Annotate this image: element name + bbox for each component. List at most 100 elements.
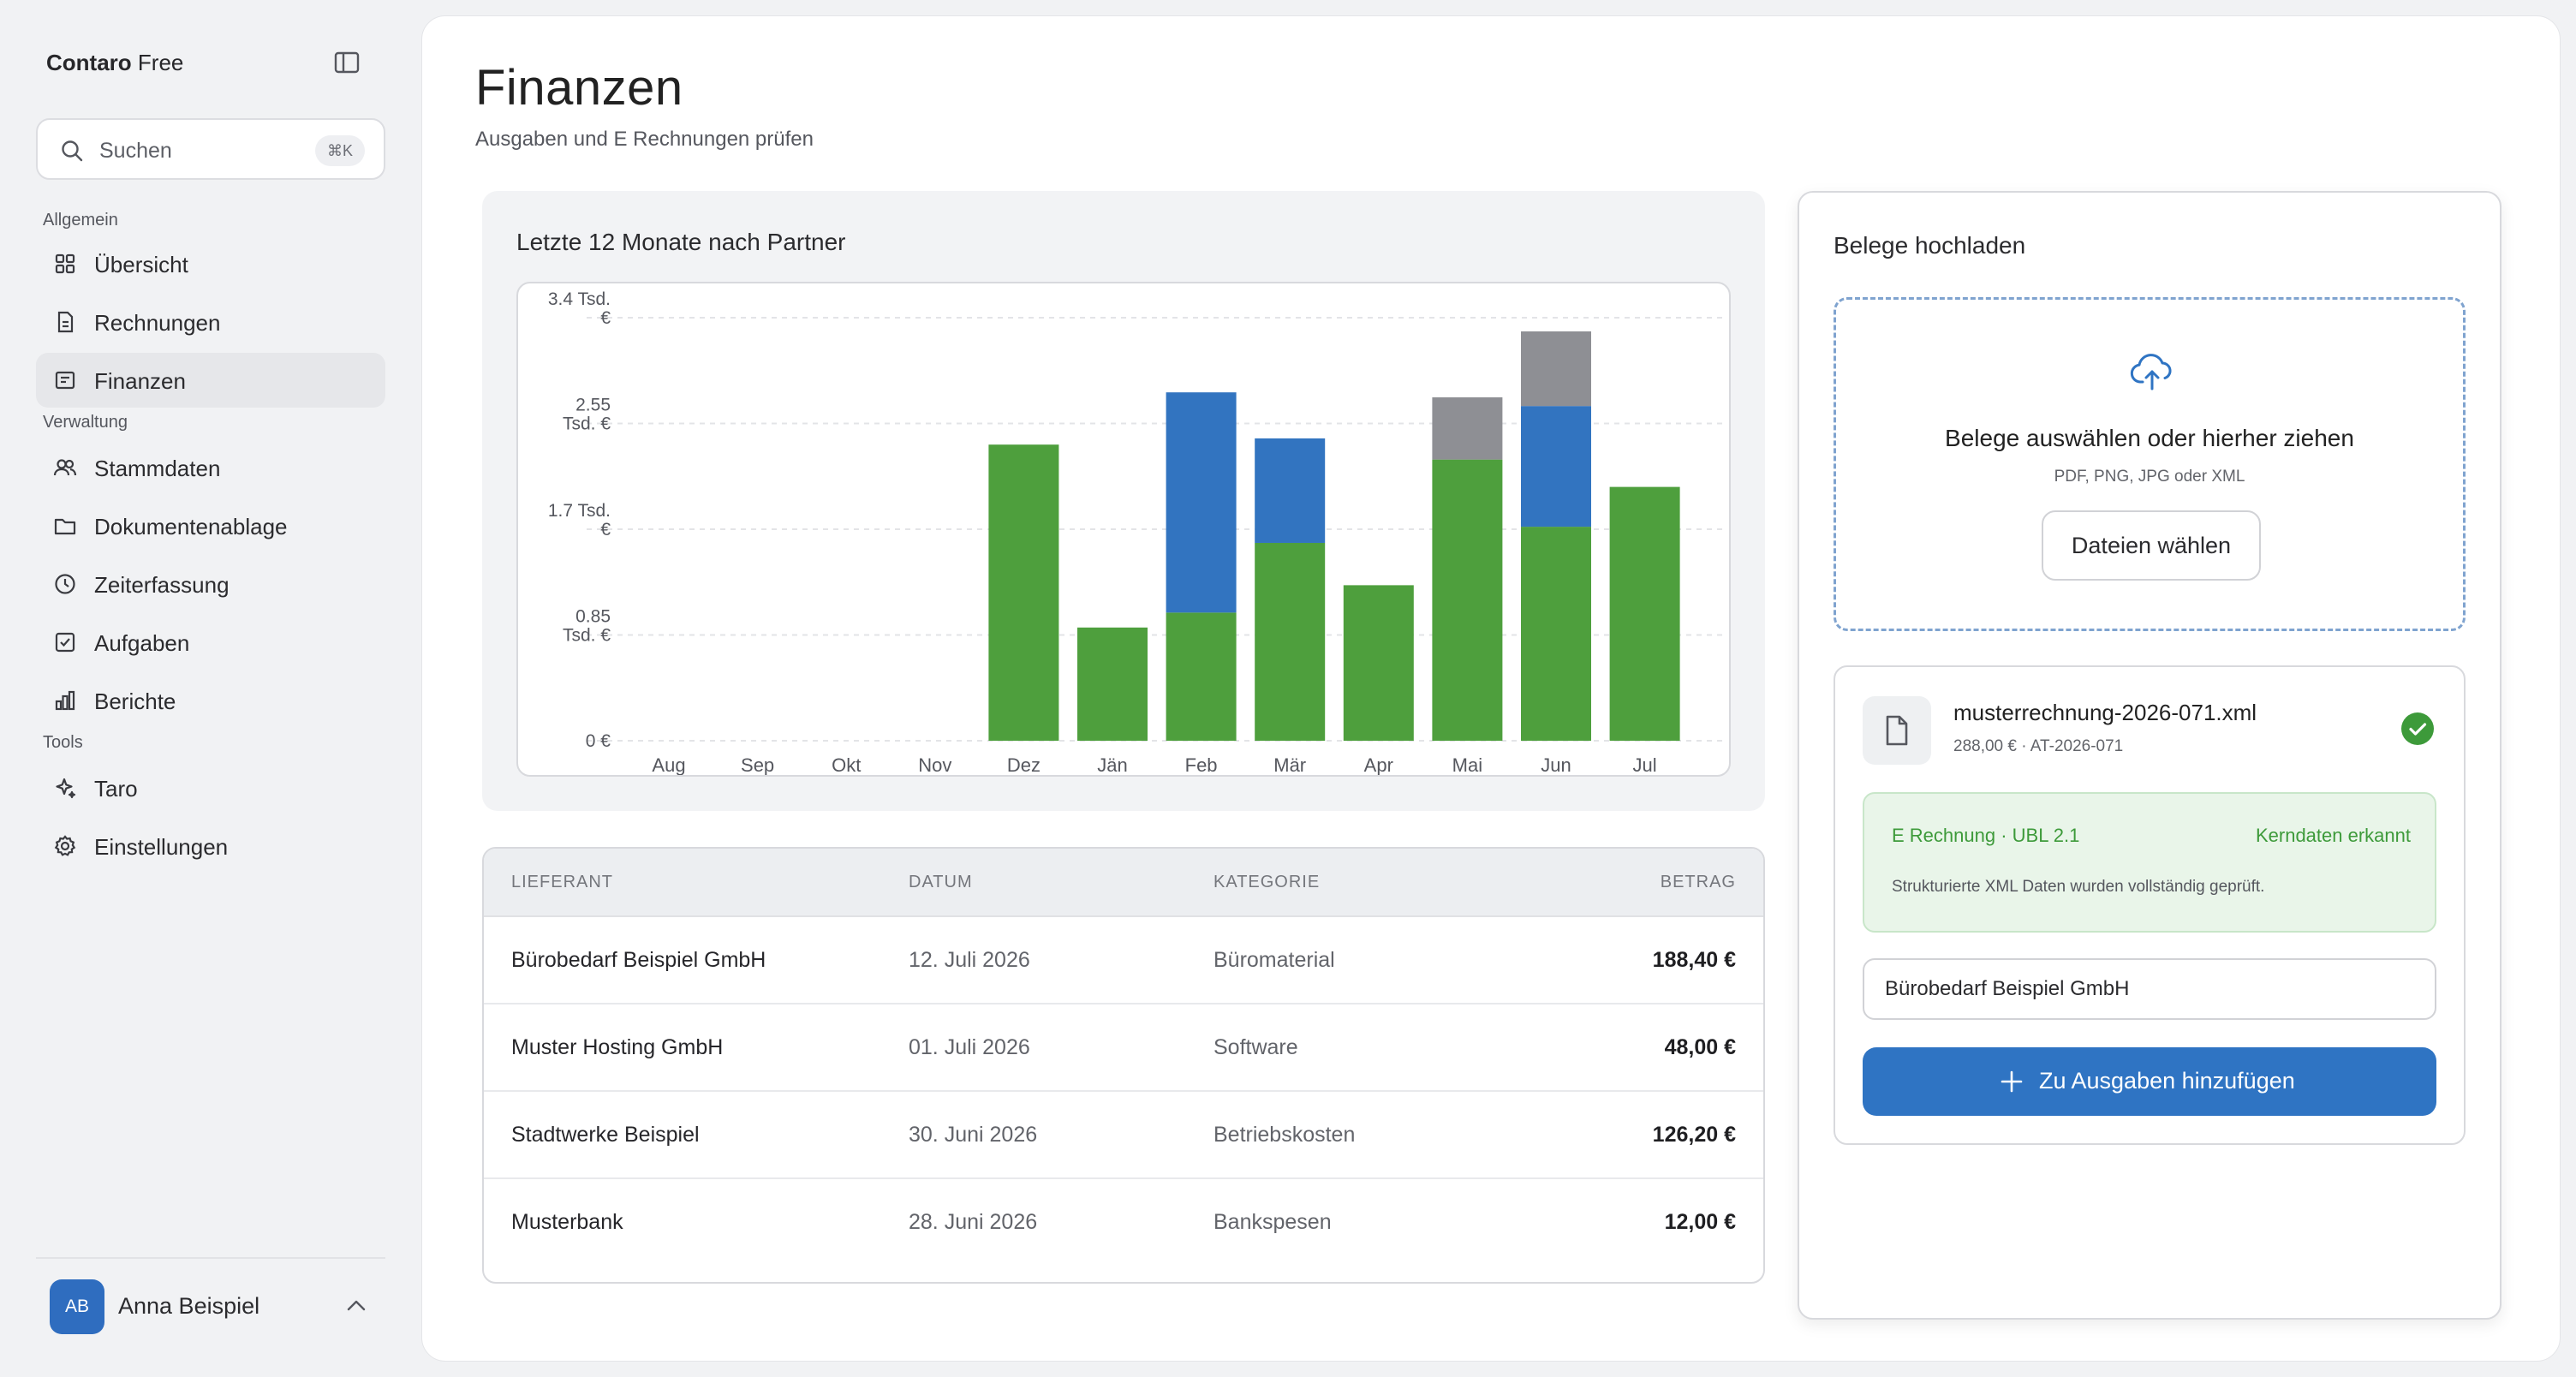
bar-segment [988, 444, 1059, 741]
bar-segment [1432, 459, 1503, 741]
search-placeholder: Suchen [99, 139, 172, 163]
x-tick-label: Jun [1541, 754, 1571, 776]
search-icon [62, 140, 83, 162]
x-tick-label: Feb [1185, 754, 1218, 776]
column-header-datum[interactable]: DATUM [909, 873, 973, 891]
vendor-input[interactable] [1863, 958, 2436, 1020]
chevron-up-icon[interactable] [344, 1295, 368, 1315]
file-dropzone[interactable]: Belege auswählen oder hierher ziehen PDF… [1834, 297, 2466, 631]
sidebar-toggle-icon[interactable] [334, 51, 360, 74]
x-tick-label: Jän [1097, 754, 1127, 776]
chart-title: Letzte 12 Monate nach Partner [516, 229, 846, 255]
y-tick-label: 0 € [586, 731, 611, 751]
cloud-upload-icon [2130, 354, 2172, 390]
brand-name: Contaro [46, 50, 132, 75]
cell-datum: 28. Juni 2026 [909, 1210, 1038, 1234]
cell-lieferant: Bürobedarf Beispiel GmbH [511, 948, 766, 972]
table-header: LIEFERANT DATUM KATEGORIE BETRAG [484, 849, 1763, 917]
cell-kategorie: Betriebskosten [1213, 1123, 1356, 1147]
cell-kategorie: Bankspesen [1213, 1210, 1332, 1234]
receipt-icon [55, 371, 75, 390]
add-to-expenses-label: Zu Ausgaben hinzufügen [2039, 1068, 2295, 1094]
brand-logo: Contaro Free [46, 50, 183, 76]
sidebar-item-berichte[interactable]: Berichte [36, 673, 385, 728]
x-tick-label: Dez [1007, 754, 1041, 776]
user-name[interactable]: Anna Beispiel [118, 1293, 260, 1319]
bar-segment [1343, 585, 1414, 741]
sidebar-item-label: Rechnungen [94, 310, 221, 336]
avatar[interactable]: AB [50, 1279, 104, 1334]
sidebar-item-stammdaten[interactable]: Stammdaten [36, 440, 385, 495]
users-icon [53, 459, 77, 476]
sidebar-item-finanzen[interactable]: Finanzen [36, 353, 385, 408]
y-tick-label: 1.7 Tsd. [548, 501, 611, 521]
folder-icon [54, 518, 76, 535]
y-tick-label: Tsd. € [563, 626, 611, 646]
file-icon [1886, 715, 1908, 746]
cell-datum: 12. Juli 2026 [909, 948, 1030, 972]
einvoice-status-box: E Rechnung · UBL 2.1 Kerndaten erkannt S… [1863, 792, 2436, 933]
x-tick-label: Mai [1452, 754, 1482, 776]
bar-segment [1166, 392, 1237, 613]
einvoice-status: Kerndaten erkannt [2255, 825, 2411, 846]
table-row[interactable]: Muster Hosting GmbH 01. Juli 2026 Softwa… [484, 1004, 1763, 1092]
chart-container: 3.4 Tsd. €2.55 Tsd. €1.7 Tsd. €0.85 Tsd. €0 … [516, 282, 1731, 777]
cell-lieferant: Musterbank [511, 1210, 623, 1234]
expenses-table: LIEFERANT DATUM KATEGORIE BETRAG Bürobed… [482, 847, 1765, 1284]
sidebar-item-label: Übersicht [94, 252, 188, 277]
search-input[interactable]: Suchen ⌘K [36, 118, 385, 180]
sidebar-item-dokumentenablage[interactable]: Dokumentenablage [36, 498, 385, 553]
cell-betrag: 126,20 € [1652, 1123, 1736, 1147]
sidebar-item-rechnungen[interactable]: Rechnungen [36, 295, 385, 349]
sidebar-item-aufgaben[interactable]: Aufgaben [36, 615, 385, 670]
choose-files-button[interactable]: Dateien wählen [2042, 510, 2261, 581]
sidebar-item-zeiterfassung[interactable]: Zeiterfassung [36, 557, 385, 611]
sidebar-item-label: Stammdaten [94, 456, 221, 481]
cell-lieferant: Stadtwerke Beispiel [511, 1123, 700, 1147]
sidebar: Contaro Free Suchen ⌘K Allgemein Übersic… [0, 0, 420, 1377]
bar-segment [1255, 438, 1326, 543]
sidebar-item-uebersicht[interactable]: Übersicht [36, 236, 385, 291]
bar-segment [1521, 527, 1591, 741]
sidebar-item-einstellungen[interactable]: Einstellungen [36, 819, 385, 873]
upload-title: Belege hochladen [1834, 232, 2026, 259]
document-icon [57, 311, 74, 333]
x-tick-label: Nov [918, 754, 951, 776]
sidebar-item-label: Finanzen [94, 368, 186, 394]
search-shortcut-badge: ⌘K [314, 135, 365, 166]
bar-segment [1521, 331, 1591, 407]
main-content: Finanzen Ausgaben und E Rechnungen prüfe… [421, 15, 2561, 1362]
gear-icon [54, 835, 76, 856]
y-tick-label: 3.4 Tsd. [548, 289, 611, 309]
file-meta: 288,00 € · AT-2026-071 [1953, 737, 2124, 755]
cell-kategorie: Büromaterial [1213, 948, 1335, 972]
bar-chart-icon [55, 690, 75, 711]
nav-group-label: Allgemein [43, 211, 118, 230]
add-to-expenses-button[interactable]: Zu Ausgaben hinzufügen [1863, 1047, 2436, 1116]
cell-betrag: 48,00 € [1664, 1035, 1736, 1059]
column-header-kategorie[interactable]: KATEGORIE [1213, 873, 1321, 891]
sidebar-item-label: Dokumentenablage [94, 514, 288, 539]
sidebar-item-label: Berichte [94, 688, 176, 714]
table-row[interactable]: Bürobedarf Beispiel GmbH 12. Juli 2026 B… [484, 917, 1763, 1004]
cell-datum: 30. Juni 2026 [909, 1123, 1038, 1147]
x-tick-label: Jul [1633, 754, 1657, 776]
chart-card: Letzte 12 Monate nach Partner 3.4 Tsd. €2… [482, 191, 1765, 811]
x-tick-label: Aug [652, 754, 685, 776]
plus-icon [2001, 1070, 2023, 1093]
sidebar-item-label: Einstellungen [94, 834, 229, 860]
nav-group-label: Tools [43, 733, 83, 752]
column-header-lieferant[interactable]: LIEFERANT [511, 873, 614, 891]
column-header-betrag[interactable]: BETRAG [1660, 873, 1736, 891]
cell-betrag: 12,00 € [1664, 1210, 1736, 1234]
sidebar-item-label: Taro [94, 776, 138, 802]
upload-card: Belege hochladen Belege auswählen oder h… [1798, 191, 2501, 1320]
grid-icon [55, 253, 75, 274]
cell-datum: 01. Juli 2026 [909, 1035, 1030, 1059]
y-tick-label: Tsd. € [563, 414, 611, 434]
sidebar-item-taro[interactable]: Taro [36, 760, 385, 815]
table-row[interactable]: Stadtwerke Beispiel 30. Juni 2026 Betrie… [484, 1092, 1763, 1179]
table-row[interactable]: Musterbank 28. Juni 2026 Bankspesen 12,0… [484, 1179, 1763, 1267]
x-tick-label: Sep [741, 754, 774, 776]
